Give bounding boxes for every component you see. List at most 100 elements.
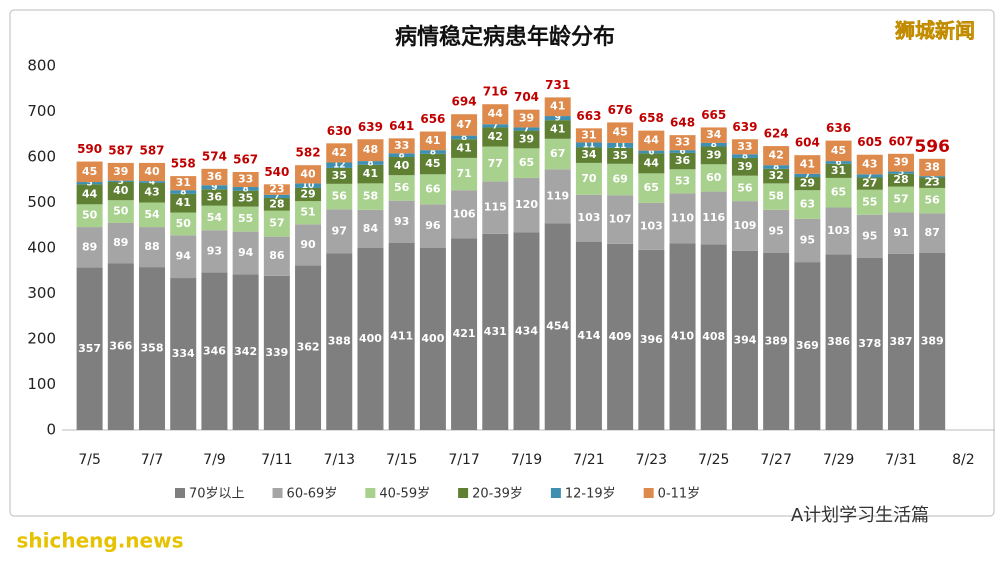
data-label: 66 [425, 182, 441, 195]
data-label: 387 [889, 335, 912, 348]
data-label: 43 [144, 186, 159, 199]
bar-segment [794, 173, 821, 178]
data-label: 87 [925, 226, 940, 239]
total-label: 630 [327, 124, 352, 138]
data-label: 38 [925, 160, 940, 173]
bar-segment [856, 214, 883, 259]
bar-segment [107, 162, 134, 181]
data-label: 67 [550, 147, 565, 160]
bar-segment [388, 153, 415, 157]
x-tick-label: 7/25 [698, 452, 729, 468]
bar-segment [575, 128, 602, 143]
bar-segment [201, 205, 228, 231]
bar-segment [825, 140, 852, 162]
data-label: 115 [484, 201, 507, 214]
bar-segment [607, 147, 634, 164]
data-label: 40 [144, 165, 160, 178]
bar-segment [295, 224, 322, 266]
total-label: 716 [483, 85, 508, 99]
data-label: 12 [333, 161, 346, 171]
data-label: 44 [644, 134, 660, 147]
bar-segment [388, 138, 415, 154]
bar-segment [263, 184, 290, 195]
bar-segment [669, 135, 696, 151]
bar-segment [638, 130, 665, 151]
bar-segment [326, 253, 353, 430]
data-label: 23 [925, 176, 940, 189]
data-label: 31 [581, 128, 596, 141]
bar-segment [825, 254, 852, 430]
bar-segment [139, 267, 166, 430]
x-tick-label: 7/13 [324, 452, 355, 468]
total-label: 639 [732, 120, 757, 134]
bar-segment [107, 200, 134, 223]
bar-segment [638, 249, 665, 430]
data-label: 103 [640, 219, 663, 232]
data-label: 97 [332, 224, 347, 237]
bar-segment [170, 235, 197, 279]
y-tick-label: 200 [27, 330, 56, 348]
bar-segment [201, 189, 228, 206]
bar-segment [731, 157, 758, 176]
bar-segment [326, 167, 353, 184]
legend-label: 40-59岁 [379, 487, 430, 502]
bar-segment [388, 200, 415, 243]
bar-segment [419, 150, 446, 154]
data-label: 28 [269, 197, 284, 210]
data-label: 65 [831, 186, 846, 199]
bar-segment [170, 193, 197, 213]
bar-segment [919, 187, 946, 214]
bar-segment [607, 243, 634, 430]
data-label: 107 [609, 213, 632, 226]
bar-segment [513, 232, 540, 430]
bar-segment [700, 244, 727, 430]
data-label: 109 [733, 219, 756, 232]
data-label: 44 [82, 187, 98, 200]
bar-segment [357, 248, 384, 430]
data-label: 103 [827, 224, 850, 237]
data-label: 35 [332, 169, 347, 182]
bar-segment [139, 202, 166, 228]
data-label: 95 [862, 229, 877, 242]
x-tick-label: 7/27 [760, 452, 791, 468]
data-label: 394 [733, 333, 756, 346]
bar-segment [482, 124, 509, 128]
data-label: 93 [207, 244, 222, 257]
legend-swatch [550, 488, 561, 498]
bar-segment [76, 184, 103, 205]
data-label: 40 [300, 167, 316, 180]
total-label: 704 [514, 90, 539, 104]
bar-segment [232, 231, 259, 275]
data-label: 51 [300, 206, 315, 219]
data-label: 27 [862, 177, 877, 190]
total-label: 540 [264, 165, 289, 179]
watermark: 狮城新闻 [895, 19, 975, 43]
data-label: 60 [706, 171, 722, 184]
legend-label: 70岁以上 [189, 487, 245, 502]
bar-segment [669, 193, 696, 244]
data-label: 434 [515, 324, 538, 337]
bar-segment [357, 139, 384, 162]
data-label: 31 [176, 176, 191, 189]
data-label: 8 [367, 158, 373, 168]
bar-segment [856, 189, 883, 215]
x-tick-label: 7/23 [636, 452, 667, 468]
bar-segment [731, 175, 758, 202]
bar-segment [482, 127, 509, 147]
bar-segment [451, 135, 478, 140]
bar-segment [263, 197, 290, 211]
bar-segment [575, 142, 602, 148]
data-label: 334 [172, 347, 195, 360]
bar-segment [887, 212, 914, 254]
bar-segment [263, 210, 290, 237]
bar-segment [263, 194, 290, 198]
bar-segment [794, 190, 821, 219]
bar-segment [638, 153, 665, 174]
total-label: 607 [888, 134, 913, 148]
bar-segment [388, 242, 415, 430]
bar-segment [295, 183, 322, 188]
data-label: 414 [577, 329, 600, 342]
x-tick-label: 7/19 [511, 452, 542, 468]
data-label: 91 [893, 226, 908, 239]
data-label: 42 [768, 149, 783, 162]
